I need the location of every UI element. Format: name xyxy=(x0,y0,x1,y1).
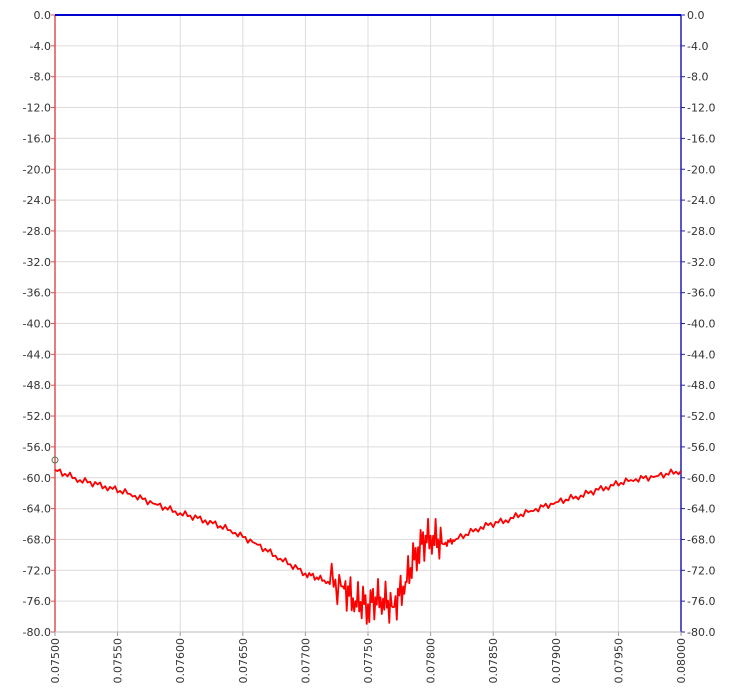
right-tick-label: -72.0 xyxy=(687,564,715,577)
left-tick-label: -4.0 xyxy=(30,40,51,53)
right-tick-label: -40.0 xyxy=(687,318,715,331)
x-tick-label: 0.07550 xyxy=(112,638,125,684)
left-tick-label: -60.0 xyxy=(23,472,51,485)
right-tick-label: -56.0 xyxy=(687,441,715,454)
right-tick-label: -80.0 xyxy=(687,626,715,639)
left-tick-label: -16.0 xyxy=(23,132,51,145)
right-tick-label: -28.0 xyxy=(687,225,715,238)
right-tick-label: -64.0 xyxy=(687,503,715,516)
x-tick-label: 0.07800 xyxy=(425,638,438,684)
left-tick-label: -24.0 xyxy=(23,194,51,207)
right-tick-label: -24.0 xyxy=(687,194,715,207)
tick-labels: 0.0 -4.0 -8.0 -12.0 -16.0 -20.0 -24.0 -28.0 -32.… xyxy=(23,9,716,684)
right-tick-label: -48.0 xyxy=(687,379,715,392)
right-tick-label: -4.0 xyxy=(687,40,708,53)
series-layer xyxy=(51,14,682,625)
x-tick-label: 0.07750 xyxy=(362,638,375,684)
left-tick-label: -48.0 xyxy=(23,379,51,392)
left-tick-label: -8.0 xyxy=(30,71,51,84)
right-tick-label: -32.0 xyxy=(687,256,715,269)
x-tick-label: 0.07600 xyxy=(174,638,187,684)
right-tick-label: -76.0 xyxy=(687,595,715,608)
x-tick-label: 0.07900 xyxy=(550,638,563,684)
left-tick-label: -40.0 xyxy=(23,318,51,331)
right-tick-label: -44.0 xyxy=(687,348,715,361)
x-tick-label: 0.08000 xyxy=(675,638,688,684)
right-tick-label: -20.0 xyxy=(687,163,715,176)
series-line-1 xyxy=(54,468,682,625)
axes xyxy=(51,14,685,636)
left-tick-label: -76.0 xyxy=(23,595,51,608)
left-tick-label: -12.0 xyxy=(23,102,51,115)
left-tick-label: -72.0 xyxy=(23,564,51,577)
left-tick-label: -64.0 xyxy=(23,503,51,516)
left-tick-label: -52.0 xyxy=(23,410,51,423)
right-tick-label: -16.0 xyxy=(687,132,715,145)
left-tick-label: -56.0 xyxy=(23,441,51,454)
left-tick-label: -68.0 xyxy=(23,533,51,546)
right-tick-label: -8.0 xyxy=(687,71,708,84)
left-tick-label: -44.0 xyxy=(23,348,51,361)
x-tick-label: 0.07500 xyxy=(49,638,62,684)
right-tick-label: -52.0 xyxy=(687,410,715,423)
x-tick-label: 0.07700 xyxy=(299,638,312,684)
start-marker xyxy=(51,456,59,464)
right-tick-label: -68.0 xyxy=(687,533,715,546)
left-tick-label: -32.0 xyxy=(23,256,51,269)
x-tick-label: 0.07950 xyxy=(612,638,625,684)
right-tick-label: -12.0 xyxy=(687,102,715,115)
left-tick-label: -20.0 xyxy=(23,163,51,176)
x-tick-label: 0.07650 xyxy=(237,638,250,684)
left-tick-label: 0.0 xyxy=(34,9,52,22)
left-tick-label: -36.0 xyxy=(23,287,51,300)
right-tick-label: -60.0 xyxy=(687,472,715,485)
right-tick-label: -36.0 xyxy=(687,287,715,300)
grid xyxy=(54,14,682,633)
left-tick-label: -80.0 xyxy=(23,626,51,639)
left-tick-label: -28.0 xyxy=(23,225,51,238)
x-tick-label: 0.07850 xyxy=(487,638,500,684)
right-tick-label: 0.0 xyxy=(687,9,705,22)
